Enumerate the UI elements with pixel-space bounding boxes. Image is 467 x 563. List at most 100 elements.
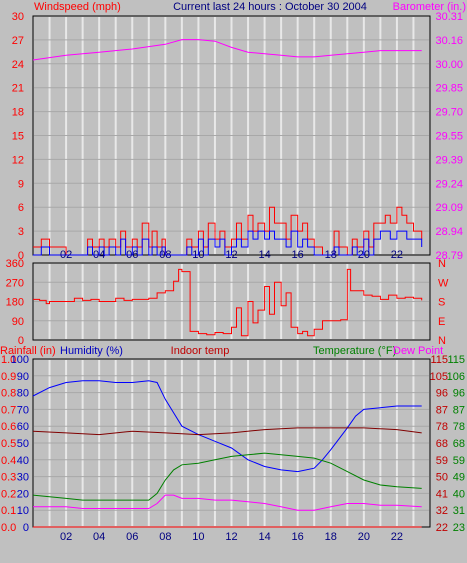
temperature-tick-label: 22 (436, 522, 448, 534)
humidity-tick-label: 60 (17, 421, 29, 433)
x-tick-label: 18 (325, 249, 337, 261)
x-tick-label: 06 (126, 531, 138, 543)
x-tick-label: 04 (93, 249, 105, 261)
dewpoint-tick-label: 106 (447, 371, 465, 383)
x-tick-label: 20 (358, 249, 370, 261)
x-tick-label: 04 (93, 531, 105, 543)
dewpoint-tick-label: 96 (453, 388, 465, 400)
temperature-tick-label: 32 (436, 505, 448, 517)
barometer-tick-label: 29.24 (435, 178, 463, 190)
barometer-tick-label: 29.70 (435, 107, 463, 119)
dewpoint-axis-label: Dew Point (393, 345, 443, 357)
compass-tick-label: N (438, 335, 446, 347)
rainfall-tick-label: 0.0 (1, 522, 16, 534)
temperature-tick-label: 115 (430, 354, 448, 366)
compass-tick-label: E (438, 316, 445, 328)
windspeed-tick-label: 21 (12, 83, 24, 95)
x-tick-label: 06 (126, 249, 138, 261)
x-tick-label: 16 (292, 249, 304, 261)
rainfall-tick-label: 0.5 (1, 438, 16, 450)
dewpoint-tick-label: 78 (453, 421, 465, 433)
windspeed-tick-label: 9 (18, 178, 24, 190)
barometer-tick-label: 29.55 (435, 131, 463, 143)
direction-tick-label: 90 (12, 316, 24, 328)
header-left-label: Windspeed (mph) (34, 1, 121, 13)
humidity-tick-label: 0 (23, 522, 29, 534)
humidity-tick-label: 40 (17, 455, 29, 467)
barometer-line (32, 39, 422, 61)
x-tick-label: 14 (258, 249, 270, 261)
rainfall-tick-label: 0.2 (1, 488, 16, 500)
windspeed-tick-label: 18 (12, 107, 24, 119)
windspeed-tick-label: 3 (18, 226, 24, 238)
x-tick-label: 02 (60, 249, 72, 261)
humidity-tick-label: 30 (17, 472, 29, 484)
rainfall-tick-label: 0.6 (1, 421, 16, 433)
temperature-tick-label: 59 (436, 455, 448, 467)
wind-direction-line (33, 268, 423, 337)
x-tick-label: 20 (358, 531, 370, 543)
x-tick-label: 16 (292, 531, 304, 543)
series-temperature-f- (32, 452, 422, 501)
barometer-tick-label: 30.00 (435, 59, 463, 71)
windspeed-tick-label: 12 (12, 154, 24, 166)
compass-tick-label: W (438, 277, 449, 289)
series-humidity- (32, 380, 422, 473)
x-tick-label: 08 (159, 249, 171, 261)
barometer-tick-label: 30.31 (435, 11, 463, 23)
barometer-tick-label: 29.85 (435, 83, 463, 95)
barometer-tick-label: 28.79 (435, 250, 463, 262)
dewpoint-tick-label: 49 (453, 472, 465, 484)
dewpoint-tick-label: 31 (453, 505, 465, 517)
x-tick-label: 18 (325, 531, 337, 543)
humidity-axis-label: Humidity (%) (60, 345, 123, 357)
barometer-tick-label: 30.16 (435, 35, 463, 47)
rainfall-tick-label: 0.1 (1, 505, 16, 517)
windspeed-tick-label: 24 (12, 59, 24, 71)
temperature-tick-label: 78 (436, 421, 448, 433)
series-dew-point (33, 494, 422, 511)
humidity-tick-label: 80 (17, 388, 29, 400)
barometer-tick-label: 29.09 (435, 202, 463, 214)
windspeed-tick-label: 6 (18, 202, 24, 214)
temperature-tick-label: 96 (436, 388, 448, 400)
direction-tick-label: 180 (6, 297, 24, 309)
x-tick-label: 14 (258, 531, 270, 543)
dewpoint-tick-label: 23 (453, 522, 465, 534)
series-indoor-temp (32, 427, 422, 436)
windspeed-tick-label: 27 (12, 35, 24, 47)
x-tick-label: 22 (391, 531, 403, 543)
temperature-tick-label: 50 (436, 472, 448, 484)
humidity-tick-label: 90 (17, 371, 29, 383)
x-tick-label: 10 (192, 531, 204, 543)
rainfall-tick-label: 0.8 (1, 388, 16, 400)
compass-tick-label: S (438, 297, 445, 309)
x-tick-label: 22 (391, 249, 403, 261)
x-tick-label: 12 (225, 531, 237, 543)
rainfall-tick-label: 0.7 (1, 404, 16, 416)
header-center-label: Current last 24 hours : October 30 2004 (173, 1, 367, 13)
direction-tick-label: 360 (6, 258, 24, 270)
compass-tick-label: N (438, 258, 446, 270)
humidity-tick-label: 10 (17, 505, 29, 517)
indoor-temp-label: Indoor temp (171, 345, 230, 357)
dewpoint-tick-label: 68 (453, 438, 465, 450)
rainfall-tick-label: 1.0 (1, 354, 16, 366)
direction-tick-label: 0 (18, 335, 24, 347)
barometer-tick-label: 28.94 (435, 226, 463, 238)
windspeed-tick-label: 15 (12, 131, 24, 143)
temperature-tick-label: 68 (436, 438, 448, 450)
temperature-tick-label: 105 (430, 371, 448, 383)
dewpoint-tick-label: 40 (453, 488, 465, 500)
humidity-tick-label: 100 (11, 354, 29, 366)
rainfall-tick-label: 0.9 (1, 371, 16, 383)
header-right-label: Barometer (in.) (393, 1, 466, 13)
direction-tick-label: 270 (6, 277, 24, 289)
windspeed-tick-label: 30 (12, 11, 24, 23)
x-tick-label: 10 (192, 249, 204, 261)
x-tick-label: 02 (60, 531, 72, 543)
humidity-tick-label: 50 (17, 438, 29, 450)
humidity-tick-label: 70 (17, 404, 29, 416)
